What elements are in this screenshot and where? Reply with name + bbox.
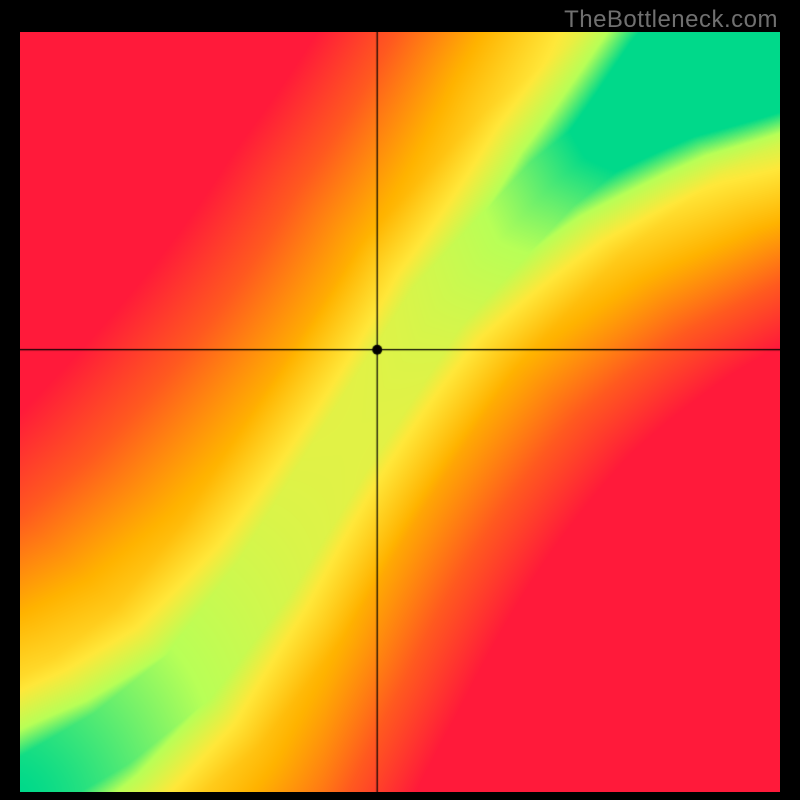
bottleneck-heatmap — [20, 32, 780, 792]
watermark-text: TheBottleneck.com — [564, 6, 778, 34]
